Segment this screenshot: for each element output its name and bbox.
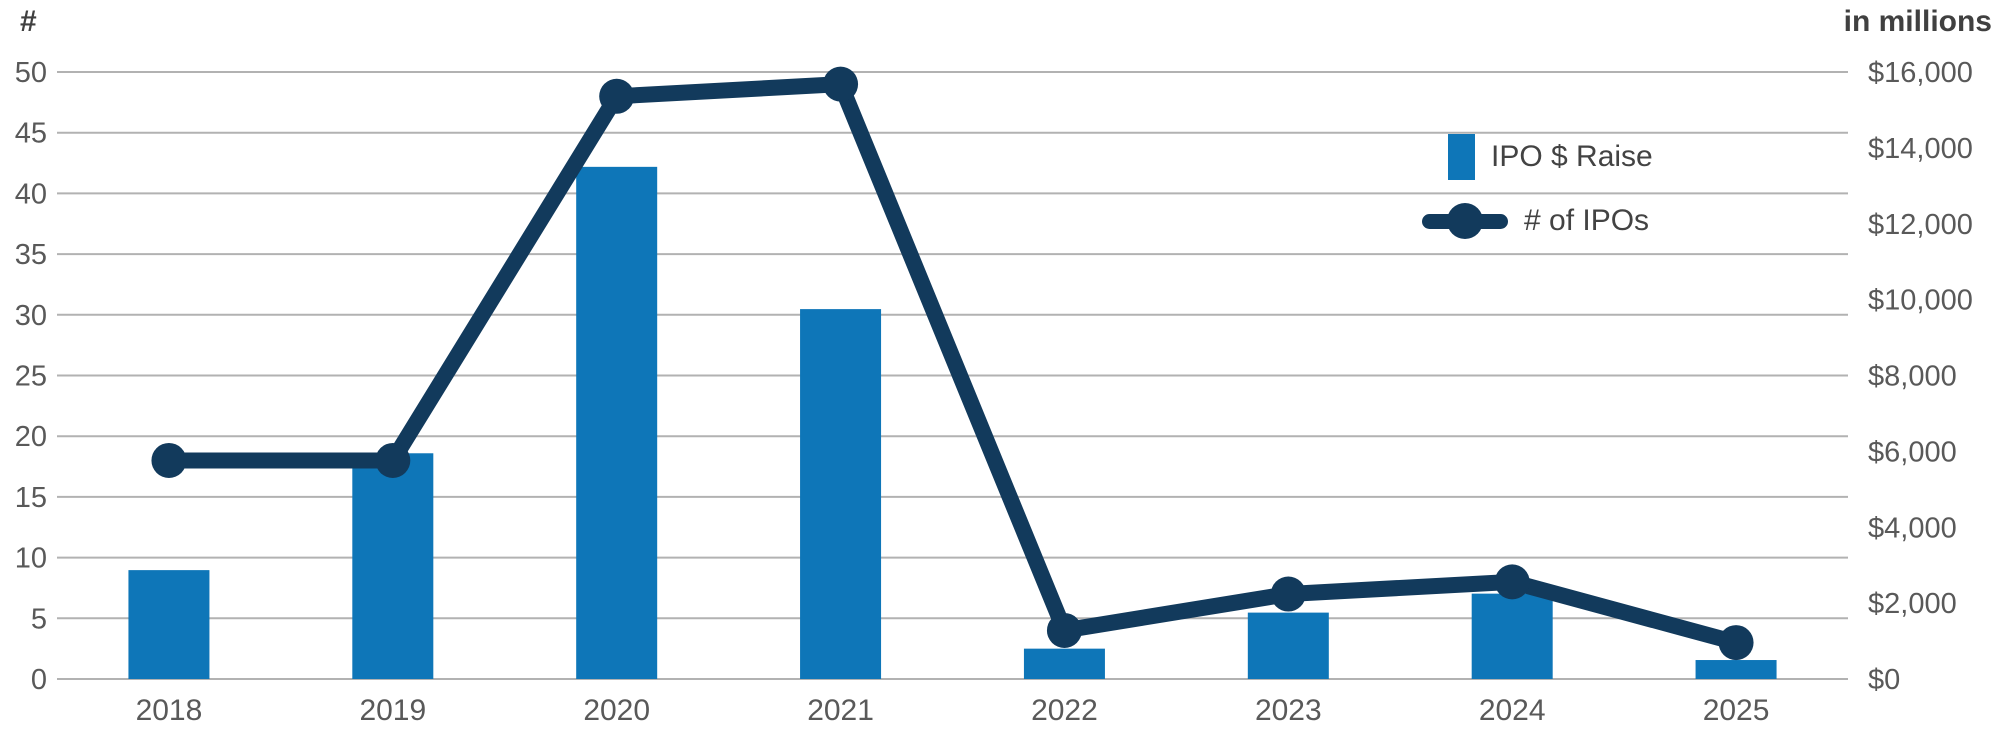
line-marker-2021 <box>823 66 859 102</box>
bar-2021 <box>800 309 882 679</box>
legend-item-num-ipos: # of IPOs <box>1422 196 1653 246</box>
right-axis-title: in millions <box>1843 5 1992 38</box>
bar-2023 <box>1247 612 1329 679</box>
legend-label-num-ipos: # of IPOs <box>1524 204 1650 237</box>
bar-2019 <box>352 453 434 679</box>
line-marker-2020 <box>599 78 635 114</box>
line-series-swatch-icon <box>1422 203 1508 239</box>
bar-2025 <box>1695 660 1777 679</box>
left-axis-tick-label: 40 <box>15 178 47 210</box>
left-axis-tick-label: 5 <box>31 603 47 635</box>
x-axis-label-2024: 2024 <box>1479 694 1546 727</box>
x-axis-label-2020: 2020 <box>583 694 650 727</box>
x-axis-label-2021: 2021 <box>807 694 874 727</box>
legend: IPO $ Raise # of IPOs <box>1422 132 1653 246</box>
right-axis-tick-label: $2,000 <box>1868 588 1957 620</box>
x-axis-label-2022: 2022 <box>1031 694 1098 727</box>
line-marker-2022 <box>1046 612 1082 648</box>
legend-item-ipo-raise: IPO $ Raise <box>1422 132 1653 182</box>
left-axis-tick-label: 0 <box>31 664 47 696</box>
bar-2022 <box>1023 648 1105 679</box>
left-axis-tick-label: 25 <box>15 361 47 393</box>
right-axis-tick-label: $10,000 <box>1868 285 1973 317</box>
right-axis-tick-label: $4,000 <box>1868 512 1957 544</box>
right-axis-tick-label: $16,000 <box>1868 57 1973 89</box>
line-marker-2018 <box>151 442 187 478</box>
line-marker-2023 <box>1270 576 1306 612</box>
left-axis-tick-label: 50 <box>15 57 47 89</box>
x-axis-label-2023: 2023 <box>1255 694 1322 727</box>
legend-label-ipo-raise: IPO $ Raise <box>1491 140 1653 173</box>
left-axis-tick-label: 15 <box>15 482 47 514</box>
line-marker-2019 <box>375 442 411 478</box>
line-marker-2025 <box>1718 625 1754 661</box>
ipo-count-line <box>160 76 1745 651</box>
right-axis-tick-label: $14,000 <box>1868 133 1973 165</box>
right-axis-tick-label: $12,000 <box>1868 209 1973 241</box>
left-axis-title: # <box>20 5 37 38</box>
right-axis-tick-label: $6,000 <box>1868 436 1957 468</box>
bar-series-swatch-icon <box>1448 134 1475 180</box>
line-marker-2024 <box>1494 564 1530 600</box>
left-axis-tick-label: 30 <box>15 300 47 332</box>
x-axis-label-2019: 2019 <box>359 694 426 727</box>
right-axis-tick-label: $0 <box>1868 664 1900 696</box>
bar-2018 <box>128 570 210 679</box>
left-axis-tick-label: 10 <box>15 543 47 575</box>
x-axis-label-2025: 2025 <box>1703 694 1770 727</box>
left-axis-tick-label: 45 <box>15 118 47 150</box>
left-axis-tick-label: 35 <box>15 239 47 271</box>
x-axis-label-2018: 2018 <box>136 694 203 727</box>
right-axis-tick-label: $8,000 <box>1868 361 1957 393</box>
bar-2020 <box>576 166 658 679</box>
bar-2024 <box>1471 593 1553 679</box>
left-axis-tick-label: 20 <box>15 421 47 453</box>
